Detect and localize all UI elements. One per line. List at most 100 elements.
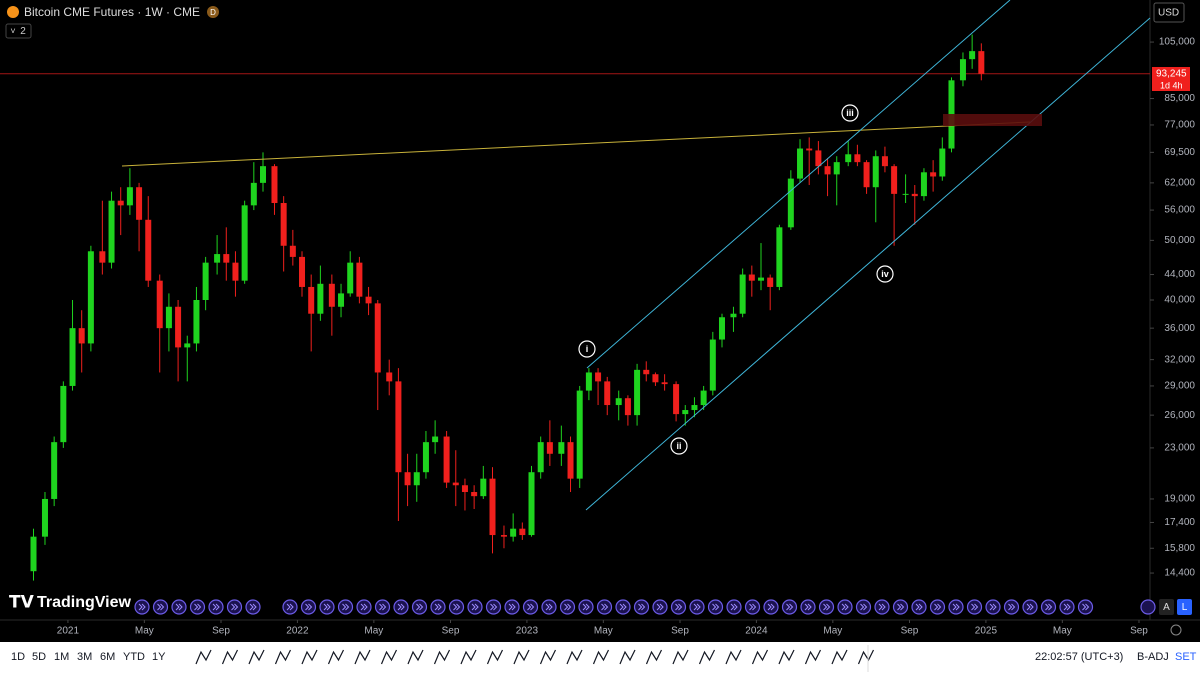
candle-body bbox=[920, 172, 927, 197]
tool-icon[interactable] bbox=[778, 649, 795, 665]
y-tick-label: 19,000 bbox=[1164, 494, 1195, 505]
tool-icon[interactable] bbox=[831, 649, 848, 665]
tool-icon[interactable] bbox=[857, 649, 875, 665]
event-arrow bbox=[157, 603, 165, 611]
event-arrow bbox=[360, 603, 368, 611]
range-button[interactable]: 1Y bbox=[152, 651, 166, 663]
candle-body bbox=[365, 296, 372, 304]
tool-icon[interactable] bbox=[592, 649, 610, 665]
candle-body bbox=[328, 283, 335, 307]
indicator-count: 2 bbox=[20, 26, 26, 37]
tool-icon[interactable] bbox=[619, 649, 636, 665]
event-arrow bbox=[545, 603, 553, 611]
countdown: 1d 4h bbox=[1160, 80, 1183, 90]
range-button[interactable]: 5D bbox=[32, 651, 46, 663]
candle-body bbox=[193, 299, 200, 344]
event-arrow bbox=[249, 603, 257, 611]
bottom-toolbar bbox=[0, 642, 1200, 675]
candle-body bbox=[872, 156, 879, 188]
candle-body bbox=[452, 482, 459, 486]
wave-label: ii bbox=[676, 441, 681, 451]
tool-icon[interactable] bbox=[486, 649, 504, 665]
indicator-toggle[interactable] bbox=[5, 23, 32, 39]
tool-icon[interactable] bbox=[804, 649, 822, 665]
range-button[interactable]: 1M bbox=[54, 651, 69, 663]
y-tick-label: 15,800 bbox=[1164, 543, 1195, 554]
event-arrow bbox=[656, 603, 664, 611]
y-tick-label: 50,000 bbox=[1164, 235, 1195, 246]
auto-button[interactable] bbox=[1159, 599, 1174, 615]
candle-body bbox=[41, 498, 48, 537]
event-row bbox=[134, 599, 1156, 615]
tool-icon[interactable] bbox=[221, 649, 239, 665]
x-tick-label: Sep bbox=[212, 626, 230, 637]
tool-icon[interactable] bbox=[539, 649, 557, 665]
candle-body bbox=[969, 51, 976, 60]
log-button[interactable] bbox=[1177, 599, 1192, 615]
tool-icon[interactable] bbox=[407, 649, 424, 665]
settings-icon[interactable] bbox=[1170, 624, 1182, 636]
candle-body bbox=[271, 166, 278, 204]
tool-icon[interactable] bbox=[433, 649, 451, 665]
candle-body bbox=[374, 303, 381, 373]
symbol-icon bbox=[7, 6, 19, 18]
tool-icon[interactable] bbox=[274, 649, 292, 665]
y-tick-label: 62,000 bbox=[1164, 178, 1195, 189]
candle-body bbox=[461, 485, 468, 493]
candle-body bbox=[787, 178, 794, 228]
x-tick-label: 2024 bbox=[745, 626, 768, 637]
candle-body bbox=[604, 381, 611, 406]
currency-button[interactable] bbox=[1153, 2, 1185, 23]
range-button[interactable]: 3M bbox=[77, 651, 92, 663]
candle-body bbox=[767, 277, 774, 287]
event-arrow bbox=[527, 603, 535, 611]
x-tick-label: Sep bbox=[442, 626, 460, 637]
event-arrow bbox=[305, 603, 313, 611]
candle-body bbox=[595, 372, 602, 382]
tool-icon[interactable] bbox=[327, 649, 345, 665]
adjust[interactable]: B-ADJ bbox=[1137, 651, 1169, 663]
range-button[interactable]: YTD bbox=[123, 651, 145, 663]
tool-icon[interactable] bbox=[460, 649, 477, 665]
tool-icon[interactable] bbox=[248, 649, 265, 665]
tool-icon[interactable] bbox=[672, 649, 689, 665]
candle-body bbox=[730, 313, 737, 318]
candle-body bbox=[682, 410, 689, 415]
candle-body bbox=[824, 166, 831, 175]
candle-body bbox=[939, 148, 946, 177]
candle-body bbox=[317, 283, 324, 314]
candle-body bbox=[881, 156, 888, 167]
event-arrow bbox=[841, 603, 849, 611]
candle-body bbox=[643, 369, 650, 375]
tool-icon[interactable] bbox=[751, 649, 769, 665]
settings[interactable]: SET bbox=[1175, 651, 1197, 663]
tool-icon[interactable] bbox=[354, 649, 371, 665]
wave-circle bbox=[876, 265, 894, 283]
tool-icon[interactable] bbox=[645, 649, 663, 665]
price-tag bbox=[1152, 67, 1190, 91]
tool-icon[interactable] bbox=[380, 649, 398, 665]
range-button[interactable]: 1D bbox=[11, 651, 25, 663]
event-arrow bbox=[490, 603, 498, 611]
candle-body bbox=[634, 369, 641, 416]
candle-body bbox=[739, 274, 746, 314]
event-arrow bbox=[786, 603, 794, 611]
tool-icon[interactable] bbox=[301, 649, 318, 665]
tool-icon[interactable] bbox=[566, 649, 583, 665]
tool-icon[interactable] bbox=[725, 649, 742, 665]
candle-body bbox=[214, 254, 221, 263]
x-tick-label: May bbox=[594, 626, 613, 637]
wave-label: iv bbox=[881, 269, 889, 279]
event-arrow bbox=[194, 603, 202, 611]
logo[interactable]: TradingView bbox=[37, 594, 132, 611]
tool-icon[interactable] bbox=[195, 649, 212, 665]
candle-body bbox=[528, 472, 535, 536]
candle-body bbox=[546, 442, 553, 454]
symbol-title[interactable]: Bitcoin CME Futures · 1W · CME bbox=[24, 5, 200, 19]
candle-body bbox=[156, 280, 163, 329]
wave-circle bbox=[578, 340, 596, 358]
range-button[interactable]: 6M bbox=[100, 651, 115, 663]
tool-icon[interactable] bbox=[513, 649, 530, 665]
tool-icon[interactable] bbox=[698, 649, 716, 665]
